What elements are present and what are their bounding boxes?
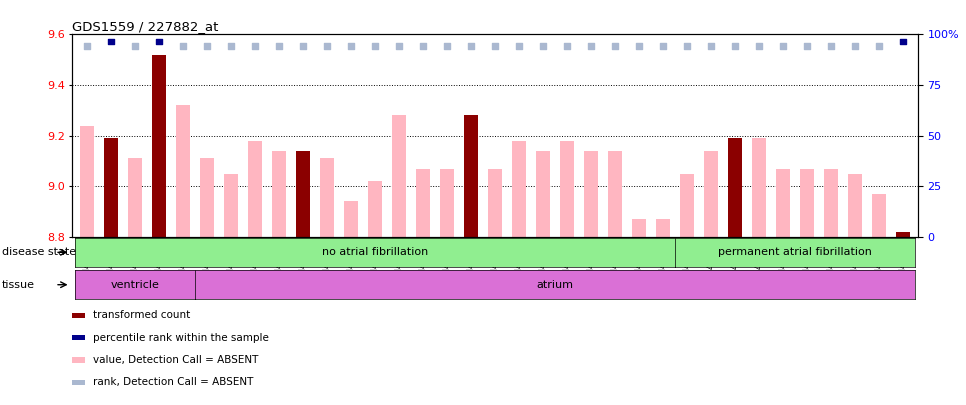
Text: percentile rank within the sample: percentile rank within the sample [93, 333, 269, 343]
Point [151, 38, 166, 45]
Bar [247, 141, 262, 237]
Text: atrium: atrium [536, 280, 574, 290]
Bar [896, 232, 911, 237]
Point [319, 43, 334, 49]
Bar [560, 141, 575, 237]
Point [824, 43, 839, 49]
Point [223, 43, 239, 49]
Text: no atrial fibrillation: no atrial fibrillation [322, 247, 428, 257]
Point [703, 43, 719, 49]
Bar [536, 151, 551, 237]
Point [871, 43, 887, 49]
Bar [752, 138, 766, 237]
Text: value, Detection Call = ABSENT: value, Detection Call = ABSENT [93, 355, 258, 365]
Point [103, 38, 119, 45]
Bar [200, 158, 214, 237]
Point [79, 43, 95, 49]
Point [895, 38, 911, 45]
Bar [296, 151, 310, 237]
Point [343, 43, 358, 49]
Point [559, 43, 575, 49]
Bar [128, 158, 142, 237]
Point [440, 43, 455, 49]
Bar [488, 168, 502, 237]
Bar [368, 181, 383, 237]
Bar [103, 138, 118, 237]
Bar [728, 138, 743, 237]
Point [367, 43, 383, 49]
Text: tissue: tissue [2, 280, 35, 290]
Bar [320, 158, 334, 237]
Bar [776, 168, 790, 237]
Text: ventricle: ventricle [110, 280, 159, 290]
Point [752, 43, 767, 49]
Point [128, 43, 143, 49]
Point [847, 43, 863, 49]
Point [535, 43, 551, 49]
Point [727, 43, 743, 49]
Bar [440, 168, 454, 237]
Point [776, 43, 791, 49]
Point [247, 43, 263, 49]
Point [583, 43, 599, 49]
Bar [176, 105, 190, 237]
Bar [800, 168, 814, 237]
Point [656, 43, 671, 49]
Bar [704, 151, 719, 237]
Point [175, 43, 190, 49]
Bar [464, 115, 478, 237]
Bar [152, 55, 166, 237]
Text: rank, Detection Call = ABSENT: rank, Detection Call = ABSENT [93, 377, 253, 387]
Bar [79, 126, 94, 237]
Bar [872, 194, 887, 237]
Text: permanent atrial fibrillation: permanent atrial fibrillation [719, 247, 872, 257]
Point [632, 43, 647, 49]
Point [800, 43, 815, 49]
Bar [680, 174, 695, 237]
Point [679, 43, 695, 49]
Bar [656, 219, 670, 237]
Bar [583, 151, 598, 237]
Bar [848, 174, 863, 237]
Bar [344, 201, 358, 237]
Point [488, 43, 503, 49]
Point [391, 43, 407, 49]
Text: transformed count: transformed count [93, 311, 190, 320]
Bar [392, 115, 407, 237]
Bar [224, 174, 239, 237]
Point [415, 43, 431, 49]
Point [296, 43, 311, 49]
Bar [824, 168, 838, 237]
Bar [415, 168, 430, 237]
Bar [632, 219, 646, 237]
Text: disease state: disease state [2, 247, 76, 257]
Bar [271, 151, 286, 237]
Bar [512, 141, 526, 237]
Point [271, 43, 287, 49]
Point [608, 43, 623, 49]
Text: GDS1559 / 227882_at: GDS1559 / 227882_at [72, 20, 219, 33]
Point [464, 43, 479, 49]
Point [511, 43, 526, 49]
Bar [608, 151, 622, 237]
Point [199, 43, 214, 49]
